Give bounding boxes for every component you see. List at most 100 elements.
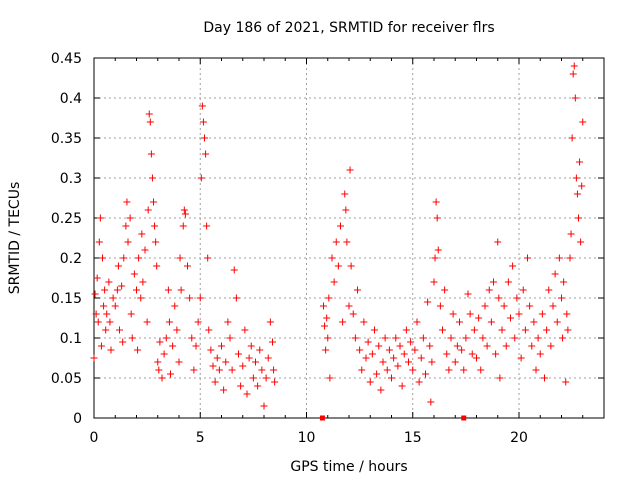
x-tick-label: 10: [298, 430, 316, 446]
data-point: [563, 310, 571, 318]
data-point: [249, 374, 257, 382]
data-point: [496, 374, 504, 382]
data-point: [567, 230, 575, 238]
data-point: [375, 342, 383, 350]
data-point: [226, 334, 234, 342]
data-point: [176, 254, 184, 262]
data-point: [360, 318, 368, 326]
data-point: [123, 198, 131, 206]
data-point: [224, 318, 232, 326]
data-point: [201, 134, 208, 142]
data-point: [507, 314, 514, 322]
data-point: [547, 342, 555, 350]
data-point: [232, 294, 240, 302]
data-point: [164, 286, 172, 294]
data-point: [462, 334, 470, 342]
data-point: [120, 254, 128, 262]
data-point: [430, 278, 438, 286]
data-point: [330, 278, 338, 286]
data-point: [247, 342, 255, 350]
data-point: [93, 274, 101, 282]
data-point: [324, 334, 332, 342]
data-point: [460, 366, 468, 374]
data-point: [99, 254, 106, 262]
data-point: [97, 342, 105, 350]
data-point: [127, 310, 135, 318]
data-point: [122, 222, 130, 230]
data-point: [106, 318, 114, 326]
data-point: [150, 198, 157, 206]
data-point: [138, 230, 146, 238]
data-point: [528, 342, 536, 350]
data-point: [215, 366, 223, 374]
data-point: [192, 342, 200, 350]
data-point: [156, 338, 164, 346]
data-point: [441, 286, 449, 294]
data-point: [92, 310, 100, 318]
data-point: [323, 314, 331, 322]
data-point: [188, 334, 196, 342]
data-point: [101, 286, 109, 294]
data-point: [366, 378, 374, 386]
data-point: [511, 334, 519, 342]
data-point: [271, 378, 279, 386]
data-point: [483, 342, 491, 350]
data-point: [545, 286, 553, 294]
data-point: [381, 334, 389, 342]
data-point: [342, 206, 350, 214]
data-point: [569, 70, 577, 78]
data-point: [439, 326, 446, 334]
data-point: [145, 110, 153, 118]
y-tick-label: 0.15: [51, 291, 82, 307]
data-point: [560, 278, 568, 286]
data-point: [396, 342, 404, 350]
data-point: [379, 358, 387, 366]
chart-title: Day 186 of 2021, SRMTID for receiver flr…: [203, 20, 494, 36]
data-point: [517, 354, 525, 362]
data-point: [564, 326, 572, 334]
zero-marker: [319, 415, 325, 421]
data-point: [436, 302, 444, 310]
y-tick-label: 0.05: [51, 371, 82, 387]
data-point: [575, 214, 582, 222]
data-point: [578, 182, 586, 190]
data-point: [256, 346, 264, 354]
data-point: [443, 350, 451, 358]
data-point: [196, 294, 204, 302]
data-point: [107, 346, 115, 354]
data-point: [252, 358, 259, 366]
data-point: [479, 334, 487, 342]
data-point: [199, 118, 207, 126]
zero-marker: [461, 415, 467, 421]
x-tick-label: 20: [510, 430, 528, 446]
data-point: [179, 222, 187, 230]
data-point: [577, 238, 585, 246]
grid-lines: [94, 58, 604, 418]
data-point: [405, 358, 412, 366]
data-point: [139, 278, 147, 286]
data-point: [543, 326, 551, 334]
data-point: [354, 286, 361, 294]
data-point: [245, 354, 253, 362]
data-point: [392, 334, 400, 342]
data-point: [177, 286, 185, 294]
data-point: [519, 286, 527, 294]
data-point: [346, 166, 354, 174]
data-point: [162, 334, 170, 342]
data-point: [394, 362, 402, 370]
y-tick-label: 0.4: [60, 91, 82, 107]
data-point: [572, 174, 580, 182]
y-tick-label: 0: [73, 411, 82, 427]
data-point: [383, 366, 391, 374]
data-point: [407, 338, 415, 346]
data-point: [337, 222, 344, 230]
data-point: [541, 374, 548, 382]
data-point: [243, 390, 251, 398]
data-point: [96, 214, 104, 222]
data-point: [341, 190, 349, 198]
data-point: [513, 294, 521, 302]
data-point: [94, 318, 102, 326]
data-point: [126, 214, 134, 222]
y-axis-label: SRMTID / TECUs: [7, 182, 23, 295]
